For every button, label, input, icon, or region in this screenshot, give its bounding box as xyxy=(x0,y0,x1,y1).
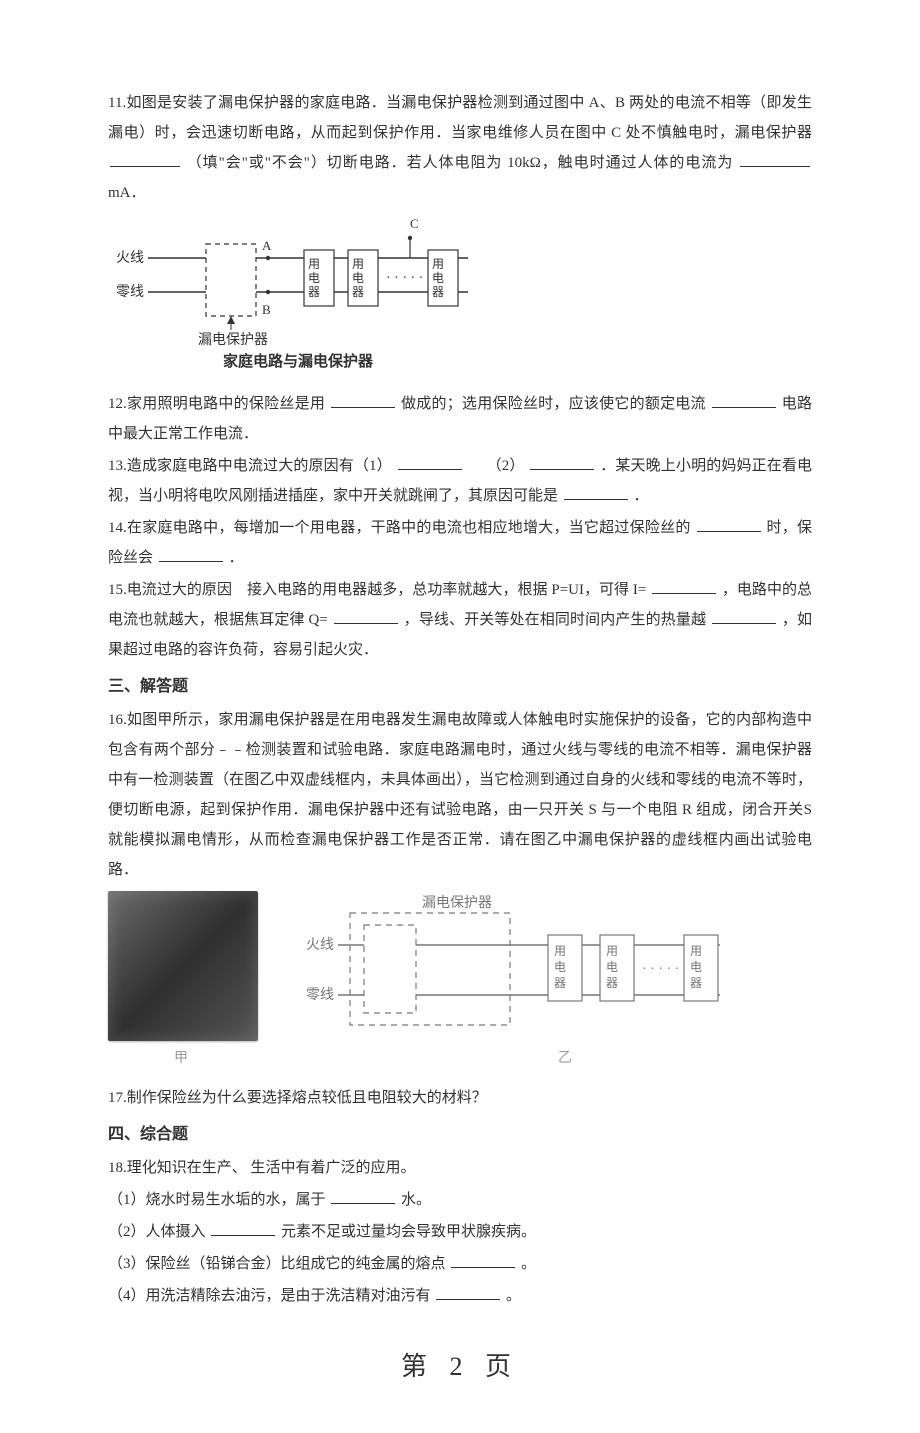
q18-3: （3）保险丝（铅锑合金）比组成它的纯金属的熔点 。 xyxy=(108,1249,812,1279)
q13-d: ． xyxy=(634,488,649,504)
blank xyxy=(712,610,776,625)
q11-text-b: （填"会"或"不会"）切断电路．若人体电阻为 10kΩ，触电时通过人体的电流为 xyxy=(187,155,738,171)
figure-q16-row: 漏电保护器 火线 零线 用 电 器 用 电 xyxy=(108,891,812,1041)
outer-dashed-box xyxy=(350,913,510,1025)
svg-text:器: 器 xyxy=(554,976,566,990)
label-b: B xyxy=(262,302,271,317)
svg-text:电: 电 xyxy=(554,960,566,974)
q15-c: ，导线、开关等处在相同时间内产生的热量越 xyxy=(404,612,707,628)
label-yi: 乙 xyxy=(558,1045,572,1073)
photo-jia xyxy=(108,891,258,1041)
blank xyxy=(436,1286,500,1301)
svg-text:电: 电 xyxy=(308,271,320,285)
q12: 12.家用照明电路中的保险丝是用 做成的；选用保险丝时，应该使它的额定电流 电路… xyxy=(108,389,812,449)
q18-2b: 元素不足或过量均会导致甲状腺疾病。 xyxy=(281,1224,536,1240)
figure-q11: C 火线 零线 A B 用 电 器 xyxy=(108,212,812,383)
svg-text:用: 用 xyxy=(352,257,364,271)
blank xyxy=(652,580,716,595)
label-jia: 甲 xyxy=(174,1045,188,1073)
blank xyxy=(530,456,594,471)
blank xyxy=(398,456,462,471)
q18-head: 18.理化知识在生产、 生活中有着广泛的应用。 xyxy=(108,1153,812,1183)
inner-dashed-box xyxy=(364,925,416,1013)
q14-a: 14.在家庭电路中，每增加一个用电器，干路中的电流也相应地增大，当它超过保险丝的 xyxy=(108,520,691,536)
protector-box xyxy=(206,244,256,316)
q14: 14.在家庭电路中，每增加一个用电器，干路中的电流也相应地增大，当它超过保险丝的… xyxy=(108,513,812,573)
blank xyxy=(334,610,398,625)
circuit-diagram-1: C 火线 零线 A B 用 电 器 xyxy=(108,212,478,372)
appliance-1: 用 电 器 xyxy=(304,250,334,306)
svg-text:器: 器 xyxy=(690,976,702,990)
q12-a: 12.家用照明电路中的保险丝是用 xyxy=(108,396,325,412)
blank xyxy=(331,1190,395,1205)
label-c: C xyxy=(410,216,419,231)
q11-text-a: 11.如图是安装了漏电保护器的家庭电路．当漏电保护器检测到通过图中 A、B 两处… xyxy=(108,95,812,141)
blank xyxy=(740,153,810,168)
blank xyxy=(451,1254,515,1269)
svg-text:用: 用 xyxy=(308,257,320,271)
q11-unit: mA． xyxy=(108,185,146,201)
q18-3b: 。 xyxy=(521,1256,536,1272)
q18-4: （4）用洗洁精除去油污，是由于洗洁精对油污有 。 xyxy=(108,1281,812,1311)
label-neutral-2: 零线 xyxy=(306,987,334,1003)
q18-1a: （1）烧水时易生水垢的水，属于 xyxy=(108,1192,326,1208)
blank xyxy=(564,486,628,501)
q13-a: 13.造成家庭电路中电流过大的原因有（1） xyxy=(108,458,392,474)
label-neutral: 零线 xyxy=(116,284,144,300)
arrow-head xyxy=(227,316,235,324)
svg-text:器: 器 xyxy=(606,976,618,990)
label-live: 火线 xyxy=(116,250,144,266)
svg-text:电: 电 xyxy=(352,271,364,285)
svg-text:器: 器 xyxy=(308,285,320,299)
blank xyxy=(712,394,776,409)
page-number: 第 2 页 xyxy=(108,1341,812,1393)
q18-2a: （2）人体摄入 xyxy=(108,1224,206,1240)
q14-c: ． xyxy=(229,550,244,566)
appliance-3: 用 电 器 xyxy=(428,250,458,306)
svg-text:用: 用 xyxy=(432,257,444,271)
section-4-heading: 四、综合题 xyxy=(108,1119,812,1151)
svg-text:电: 电 xyxy=(432,271,444,285)
q16: 16.如图甲所示，家用漏电保护器是在用电器发生漏电故障或人体触电时实施保护的设备… xyxy=(108,705,812,885)
protector-title: 漏电保护器 xyxy=(422,895,492,911)
appliance-3b: 用 电 器 xyxy=(684,935,718,1001)
blank xyxy=(211,1222,275,1237)
svg-text:用: 用 xyxy=(690,944,702,958)
q11: 11.如图是安装了漏电保护器的家庭电路．当漏电保护器检测到通过图中 A、B 两处… xyxy=(108,88,812,208)
q12-b: 做成的；选用保险丝时，应该使它的额定电流 xyxy=(401,396,706,412)
q18-1b: 水。 xyxy=(401,1192,431,1208)
figure-caption: 家庭电路与漏电保护器 xyxy=(223,352,374,370)
svg-text:电: 电 xyxy=(690,960,702,974)
figure-sublabels: 甲 乙 xyxy=(108,1045,812,1073)
label-a: A xyxy=(262,238,272,253)
protector-label: 漏电保护器 xyxy=(198,332,268,348)
section-3-heading: 三、解答题 xyxy=(108,671,812,703)
svg-text:用: 用 xyxy=(606,944,618,958)
circuit-diagram-2: 漏电保护器 火线 零线 用 电 器 用 电 xyxy=(300,891,730,1041)
blank xyxy=(110,153,180,168)
blank xyxy=(331,394,395,409)
blank xyxy=(159,548,223,563)
label-live-2: 火线 xyxy=(306,937,334,953)
dots: · · · · · xyxy=(386,271,423,286)
q15: 15.电流过大的原因 接入电路的用电器越多，总功率就越大，根据 P=UI，可得 … xyxy=(108,575,812,665)
svg-text:器: 器 xyxy=(352,285,364,299)
q17: 17.制作保险丝为什么要选择熔点较低且电阻较大的材料？ xyxy=(108,1083,812,1113)
q13: 13.造成家庭电路中电流过大的原因有（1） （2） ．某天晚上小明的妈妈正在看电… xyxy=(108,451,812,511)
q18-1: （1）烧水时易生水垢的水，属于 水。 xyxy=(108,1185,812,1215)
appliance-2b: 用 电 器 xyxy=(600,935,634,1001)
svg-text:用: 用 xyxy=(554,944,566,958)
appliance-1b: 用 电 器 xyxy=(548,935,582,1001)
svg-text:电: 电 xyxy=(606,960,618,974)
q15-a: 15.电流过大的原因 接入电路的用电器越多，总功率就越大，根据 P=UI，可得 … xyxy=(108,582,646,598)
svg-text:器: 器 xyxy=(432,285,444,299)
dots-2: · · · · · xyxy=(642,962,679,977)
q18-2: （2）人体摄入 元素不足或过量均会导致甲状腺疾病。 xyxy=(108,1217,812,1247)
q18-3a: （3）保险丝（铅锑合金）比组成它的纯金属的熔点 xyxy=(108,1256,446,1272)
appliance-2: 用 电 器 xyxy=(348,250,378,306)
q13-b: （2） xyxy=(487,458,525,474)
blank xyxy=(697,518,761,533)
page: 11.如图是安装了漏电保护器的家庭电路．当漏电保护器检测到通过图中 A、B 两处… xyxy=(0,0,920,1433)
